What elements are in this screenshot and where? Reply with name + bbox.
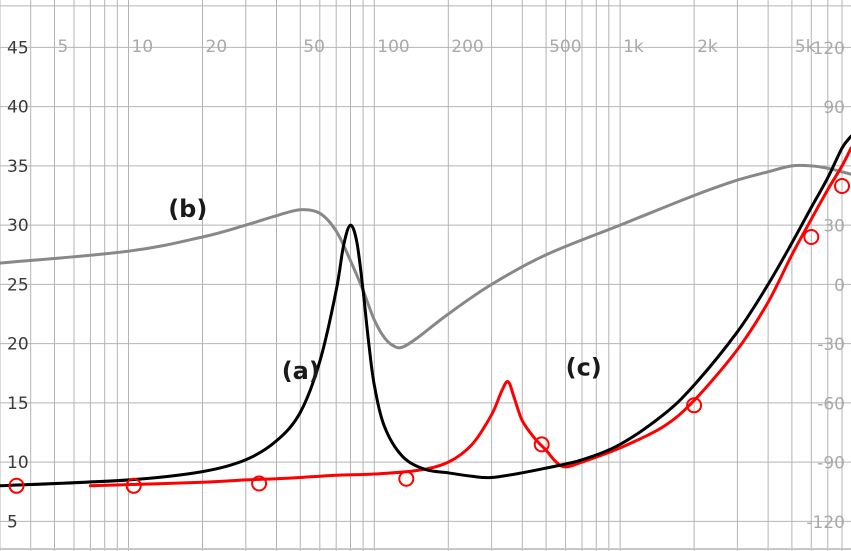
y-tick-label-left: 5 [7,512,18,532]
x-tick-label: 5k [795,37,816,57]
y-tick-label-left: 15 [7,394,29,414]
x-tick-label: 2k [697,37,718,57]
series-c-marker [686,397,703,414]
curve-annotation: (a) [282,357,320,385]
x-tick-label: 100 [377,37,409,57]
y-tick-label-right: 0 [834,276,845,296]
series-c-marker [8,477,25,494]
y-tick-label-left: 45 [7,38,29,58]
x-tick-label: 5 [58,37,69,57]
series-c-marker [251,475,268,492]
series-lines [0,134,851,488]
y-tick-label-left: 40 [7,98,29,118]
curve-annotation: (c) [566,354,602,382]
series-c-marker [398,470,415,487]
series-c-marker [125,477,142,494]
series-c-marker [834,178,850,194]
y-tick-label-right: 120 [813,39,845,59]
y-tick-label-left: 10 [7,453,29,473]
series-a-line [0,134,851,488]
y-tick-label-right: 90 [823,98,845,118]
series-markers [8,178,850,494]
x-tick-label: 10 [132,37,154,57]
x-tick-label: 500 [549,37,581,57]
y-tick-label-left: 20 [7,335,29,355]
series-c-marker [533,436,550,453]
annotations: (a) (b) (c) [168,195,602,385]
series-c-line [88,146,851,488]
x-tick-label: 200 [451,37,483,57]
x-tick-label: 50 [303,37,325,57]
y-tick-label-right: 30 [823,217,845,237]
series-c-marker [803,229,820,245]
y-tick-label-left: 25 [7,275,29,295]
tick-labels: 5 10 20 50 100 200 500 1k 2k 5k 45 40 35 30 25 20 15 10 5 1… [7,37,845,533]
y-tick-label-right: -120 [806,513,845,533]
y-tick-label-right: -60 [817,395,845,415]
curve-annotation: (b) [168,195,207,223]
y-tick-label-right: -30 [817,335,845,355]
x-tick-label: 1k [623,37,644,57]
x-tick-label: 20 [206,37,228,57]
y-tick-label-right: -90 [817,454,845,474]
series-b-line [0,163,851,350]
y-tick-label-left: 30 [7,216,29,236]
y-tick-label-left: 35 [7,157,29,177]
